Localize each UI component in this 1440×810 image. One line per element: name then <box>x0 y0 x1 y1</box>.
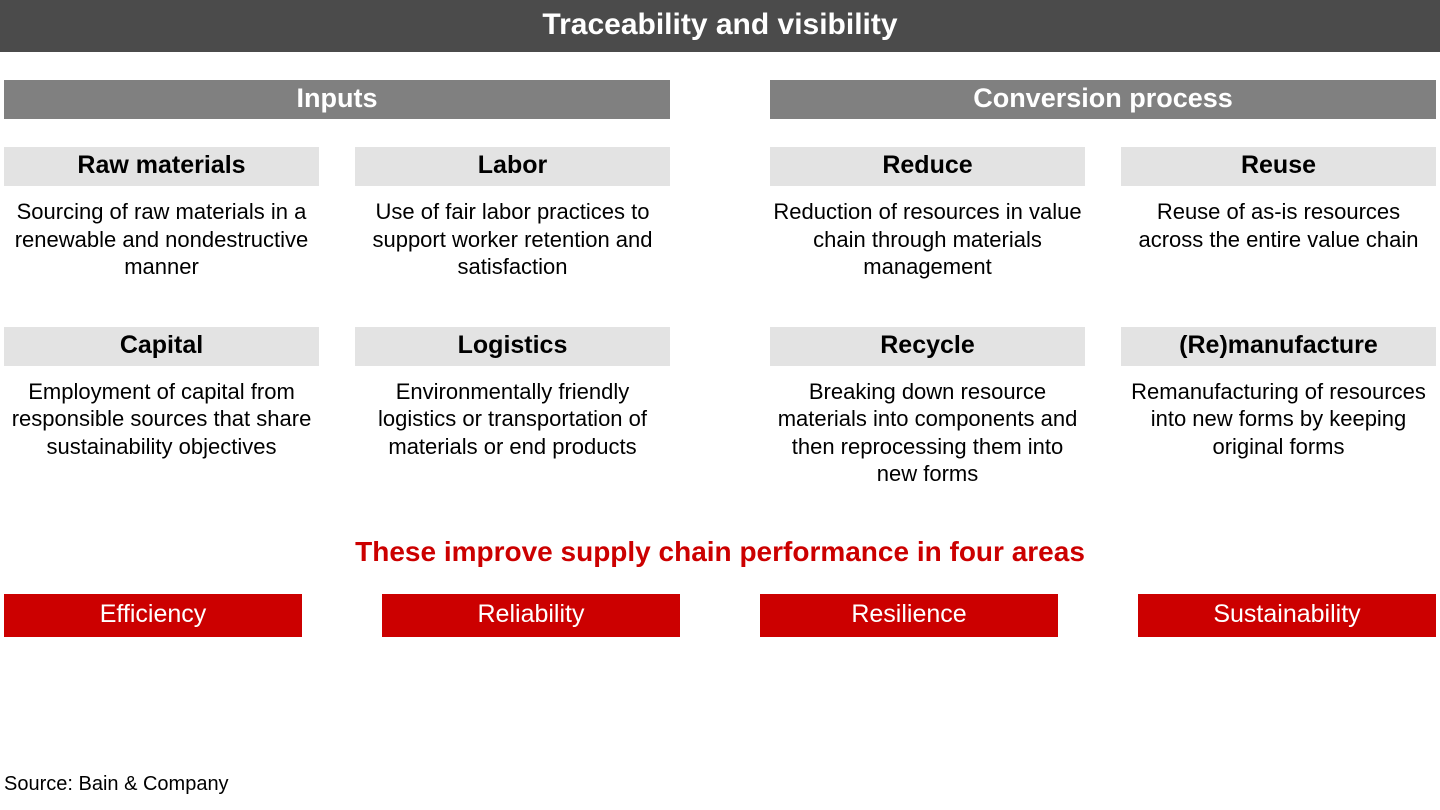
section-header-inputs: Inputs <box>4 80 670 119</box>
card-reuse: Reuse Reuse of as-is resources across th… <box>1121 147 1436 281</box>
card-title: Recycle <box>770 327 1085 366</box>
card-title: Reuse <box>1121 147 1436 186</box>
outcomes-row: Efficiency Reliability Resilience Sustai… <box>0 594 1440 637</box>
page-title-bar: Traceability and visibility <box>0 0 1440 52</box>
card-title: (Re)manufacture <box>1121 327 1436 366</box>
card-title: Capital <box>4 327 319 366</box>
card-labor: Labor Use of fair labor practices to sup… <box>355 147 670 281</box>
card-title: Logistics <box>355 327 670 366</box>
card-desc: Reuse of as-is resources across the enti… <box>1121 198 1436 253</box>
card-desc: Environmentally friendly logistics or tr… <box>355 378 670 461</box>
card-title: Raw materials <box>4 147 319 186</box>
card-desc: Reduction of resources in value chain th… <box>770 198 1085 281</box>
outcome-sustainability: Sustainability <box>1138 594 1436 637</box>
card-title: Reduce <box>770 147 1085 186</box>
card-reduce: Reduce Reduction of resources in value c… <box>770 147 1085 281</box>
outcome-efficiency: Efficiency <box>4 594 302 637</box>
outcome-resilience: Resilience <box>760 594 1058 637</box>
conversion-card-grid: Reduce Reduction of resources in value c… <box>770 147 1436 488</box>
card-capital: Capital Employment of capital from respo… <box>4 327 319 461</box>
inputs-card-grid: Raw materials Sourcing of raw materials … <box>4 147 670 460</box>
improve-heading: These improve supply chain performance i… <box>0 536 1440 568</box>
card-desc: Remanufacturing of resources into new fo… <box>1121 378 1436 461</box>
card-desc: Breaking down resource materials into co… <box>770 378 1085 488</box>
page-title: Traceability and visibility <box>542 8 897 41</box>
card-remanufacture: (Re)manufacture Remanufacturing of resou… <box>1121 327 1436 488</box>
card-recycle: Recycle Breaking down resource materials… <box>770 327 1085 488</box>
sections-row: Inputs Raw materials Sourcing of raw mat… <box>0 52 1440 488</box>
card-logistics: Logistics Environmentally friendly logis… <box>355 327 670 461</box>
card-raw-materials: Raw materials Sourcing of raw materials … <box>4 147 319 281</box>
card-title: Labor <box>355 147 670 186</box>
card-desc: Employment of capital from responsible s… <box>4 378 319 461</box>
source-attribution: Source: Bain & Company <box>4 773 229 796</box>
section-inputs: Inputs Raw materials Sourcing of raw mat… <box>4 80 670 488</box>
card-desc: Use of fair labor practices to support w… <box>355 198 670 281</box>
card-desc: Sourcing of raw materials in a renewable… <box>4 198 319 281</box>
section-conversion: Conversion process Reduce Reduction of r… <box>770 80 1436 488</box>
outcome-reliability: Reliability <box>382 594 680 637</box>
section-header-conversion: Conversion process <box>770 80 1436 119</box>
